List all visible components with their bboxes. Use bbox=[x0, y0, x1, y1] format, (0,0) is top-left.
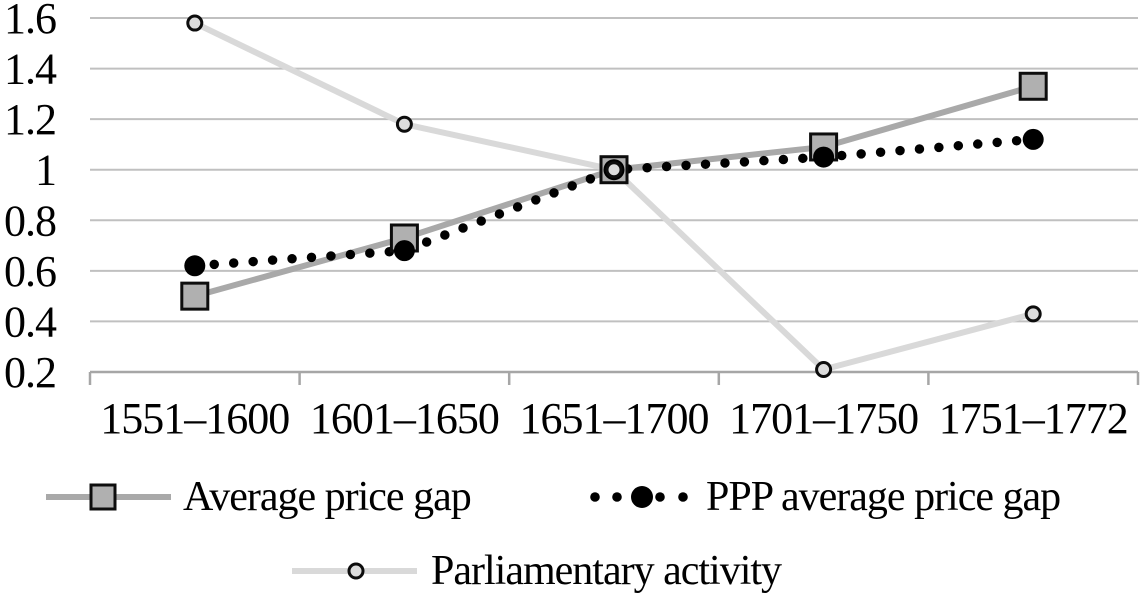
y-tick-label: 0.2 bbox=[4, 348, 56, 397]
marker-dot-ppp-average-price-gap bbox=[1022, 128, 1044, 150]
legend-swatch-parliamentary-activity bbox=[292, 562, 417, 580]
y-tick-label: 1.2 bbox=[4, 95, 56, 144]
x-tick-label: 1651–1700 bbox=[520, 394, 709, 443]
y-tick-label: 1 bbox=[35, 146, 56, 195]
marker-dot-ppp-average-price-gap bbox=[393, 240, 415, 262]
marker-dot-ppp-average-price-gap bbox=[184, 255, 206, 277]
legend-label-ppp-average-price-gap: PPP average price gap bbox=[706, 474, 1061, 520]
y-tick-label: 0.4 bbox=[4, 297, 57, 346]
marker-square-average-price-gap bbox=[1018, 71, 1048, 101]
legend-square-marker-icon bbox=[89, 483, 117, 511]
legend-dot-icon bbox=[678, 492, 688, 502]
legend-open-circle-marker-icon bbox=[347, 562, 365, 580]
y-tick-label: 1.4 bbox=[4, 45, 57, 94]
marker-circle-parliamentary-activity bbox=[605, 161, 623, 179]
marker-square-average-price-gap bbox=[180, 281, 210, 311]
legend-label-average-price-gap: Average price gap bbox=[183, 474, 472, 520]
x-tick-label: 1551–1600 bbox=[100, 394, 289, 443]
series-line-ppp-average-price-gap bbox=[190, 134, 1038, 271]
y-tick-label: 0.6 bbox=[4, 247, 56, 296]
legend-item-parliamentary-activity: Parliamentary activity bbox=[292, 548, 782, 594]
legend-item-ppp-average-price-gap: PPP average price gap bbox=[588, 474, 1061, 520]
marker-circle-parliamentary-activity bbox=[395, 115, 413, 133]
legend-swatch-average-price-gap bbox=[46, 483, 171, 511]
legend-filled-circle-marker-icon bbox=[631, 486, 653, 508]
y-tick-label: 1.6 bbox=[4, 0, 56, 43]
legend-label-parliamentary-activity: Parliamentary activity bbox=[431, 548, 782, 594]
series-line-average-price-gap bbox=[193, 83, 1035, 300]
marker-circle-parliamentary-activity bbox=[815, 360, 833, 378]
legend-dot-icon bbox=[590, 492, 600, 502]
marker-circle-parliamentary-activity bbox=[1024, 305, 1042, 323]
x-tick-label: 1701–1750 bbox=[729, 394, 918, 443]
marker-circle-parliamentary-activity bbox=[186, 14, 204, 32]
y-tick-label: 0.8 bbox=[4, 196, 56, 245]
legend-dot-icon bbox=[655, 492, 665, 502]
legend-item-average-price-gap: Average price gap bbox=[46, 474, 472, 520]
legend-swatch-ppp-average-price-gap bbox=[590, 486, 688, 508]
legend-dot-icon bbox=[612, 492, 622, 502]
x-tick-label: 1751–1772 bbox=[939, 394, 1128, 443]
marker-dot-ppp-average-price-gap bbox=[813, 146, 835, 168]
series-line-parliamentary-activity bbox=[193, 20, 1034, 373]
x-tick-label: 1601–1650 bbox=[310, 394, 499, 443]
